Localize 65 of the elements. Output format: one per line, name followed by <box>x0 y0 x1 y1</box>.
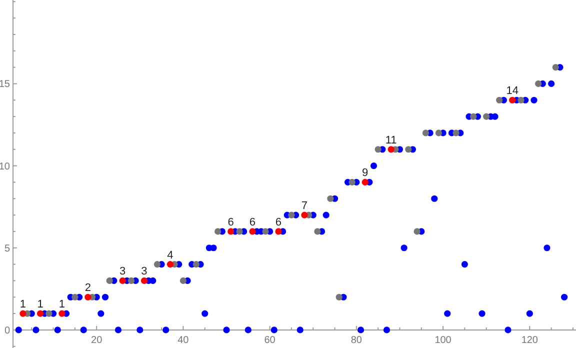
point <box>362 178 368 186</box>
x-tick-label: 60 <box>264 334 276 346</box>
point <box>348 178 356 186</box>
point <box>452 130 460 136</box>
y-tick-label: 5 <box>4 243 10 254</box>
data-label: 3 <box>120 266 126 278</box>
point <box>470 113 477 120</box>
point <box>405 146 412 153</box>
point <box>119 277 126 284</box>
point <box>552 64 559 71</box>
data-label: 4 <box>167 249 174 262</box>
point <box>192 260 200 268</box>
data-label: 2 <box>84 282 91 294</box>
point <box>20 310 26 317</box>
point <box>301 212 308 218</box>
point <box>236 228 243 235</box>
point <box>336 294 342 300</box>
point <box>422 130 430 136</box>
data-label: 6 <box>275 216 282 228</box>
data-label: 6 <box>249 216 256 228</box>
point <box>288 212 295 218</box>
point <box>180 277 186 284</box>
point <box>128 277 135 284</box>
data-label: 1 <box>20 298 26 311</box>
point <box>509 96 516 104</box>
point <box>374 146 382 153</box>
data-label: 1 <box>58 298 65 311</box>
y-tick-label: 15 <box>0 79 10 90</box>
point <box>228 228 234 235</box>
point <box>262 228 269 235</box>
x-tick-label: 100 <box>434 334 452 346</box>
point <box>388 146 394 153</box>
point <box>535 80 542 88</box>
point <box>275 228 282 235</box>
point <box>249 228 256 235</box>
point <box>154 260 161 268</box>
data-label: 14 <box>506 85 518 98</box>
data-label: 7 <box>301 200 308 212</box>
y-tick-label: 10 <box>0 161 10 172</box>
point <box>327 195 334 202</box>
point <box>46 310 52 317</box>
point <box>314 228 321 235</box>
x-tick-label: 20 <box>91 334 103 346</box>
point <box>72 294 78 300</box>
point <box>518 96 524 104</box>
point <box>166 260 174 268</box>
point <box>58 310 66 317</box>
point <box>36 310 44 317</box>
point <box>435 130 442 136</box>
point <box>106 277 113 284</box>
point <box>84 294 92 300</box>
point <box>140 277 148 284</box>
data-label: 11 <box>385 134 397 146</box>
x-tick-label: 120 <box>521 334 538 346</box>
data-label: 3 <box>141 266 148 278</box>
x-tick-label: 80 <box>350 334 362 346</box>
y-tick-label: 0 <box>4 325 10 336</box>
data-label: 6 <box>228 216 234 228</box>
point <box>496 96 503 104</box>
data-label: 9 <box>362 167 368 180</box>
data-label: 1 <box>37 298 44 311</box>
point <box>414 228 420 235</box>
x-tick-label: 40 <box>178 334 190 346</box>
point <box>214 228 222 235</box>
point <box>483 113 490 120</box>
